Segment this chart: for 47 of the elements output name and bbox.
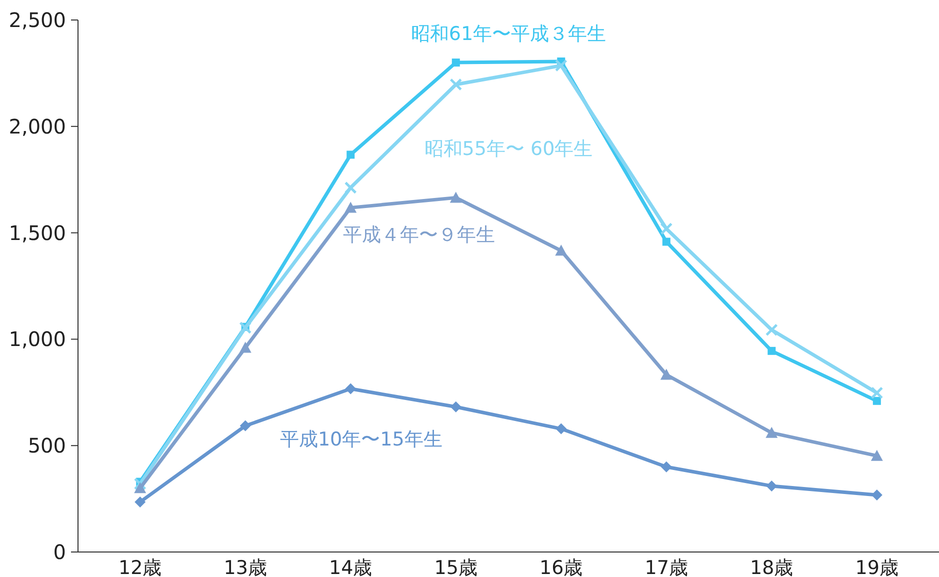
point (134, 496, 146, 508)
x-tick-label: 16歳 (540, 557, 583, 577)
point (346, 150, 355, 159)
point (660, 368, 672, 380)
x-tick-label: 17歳 (644, 557, 688, 577)
point (452, 58, 460, 67)
y-tick-label: 2,000 (8, 114, 66, 138)
point (662, 238, 670, 246)
x-tick-label: 18歳 (750, 557, 794, 577)
y-tick-label: 2,500 (8, 8, 66, 32)
x-tick-label: 19歳 (855, 557, 898, 577)
point (345, 383, 356, 394)
series-label: 平成４年〜９年生 (343, 224, 496, 246)
x-tick-label: 15歳 (434, 557, 478, 577)
point (768, 346, 776, 355)
point (556, 423, 567, 434)
x-tick-label: 14歳 (329, 557, 372, 577)
point (134, 478, 146, 490)
y-tick-label: 500 (28, 434, 66, 458)
point (344, 181, 357, 194)
point (872, 396, 881, 405)
point (344, 202, 357, 213)
x-tick-label: 13歳 (224, 557, 267, 577)
series-label: 昭和61年〜平成３年生 (410, 23, 606, 46)
point (765, 324, 778, 336)
x-tick-label: 12歳 (118, 557, 162, 577)
point (870, 386, 884, 400)
series-label: 昭和55年〜 60年生 (424, 138, 593, 160)
point (871, 489, 882, 500)
series-label: 平成10年〜15年生 (280, 428, 442, 451)
point (450, 192, 462, 203)
point (870, 450, 883, 461)
point (766, 480, 778, 492)
point (239, 321, 252, 334)
point (450, 401, 462, 412)
point (450, 78, 462, 91)
y-tick-label: 1,500 (8, 220, 66, 245)
point (660, 461, 672, 472)
point (554, 59, 568, 72)
point (660, 222, 673, 236)
point (239, 342, 252, 353)
y-tick-label: 1,000 (8, 327, 66, 352)
point (240, 420, 251, 432)
point (766, 426, 778, 438)
y-tick-label: 0 (53, 540, 66, 564)
point (555, 244, 568, 256)
point (134, 482, 146, 494)
